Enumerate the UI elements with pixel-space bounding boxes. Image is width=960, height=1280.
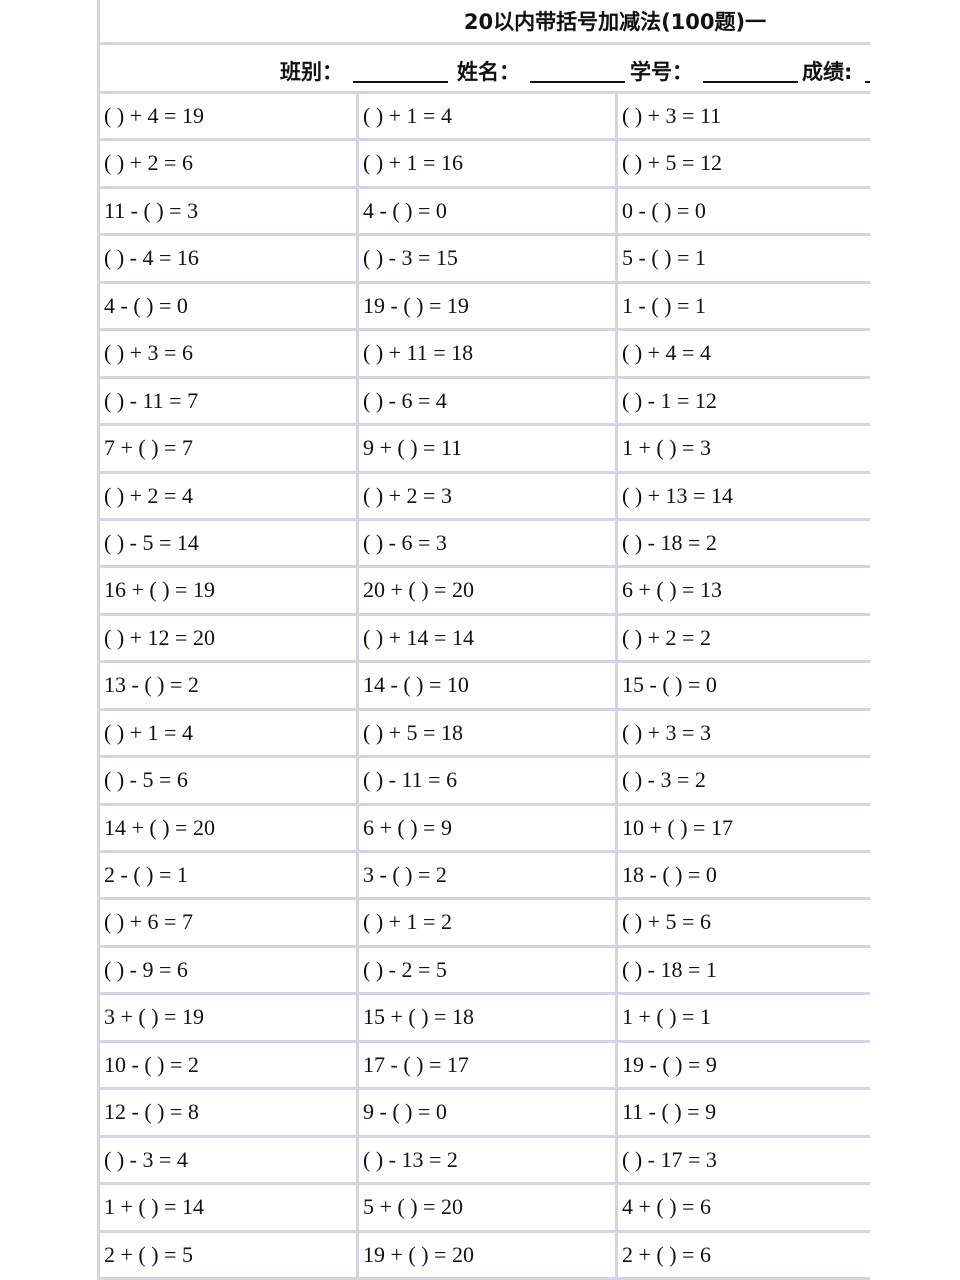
problem-cell: ( ) - 3 = 15 xyxy=(359,236,618,284)
problem-cell: 10 + ( ) = 17 xyxy=(618,806,870,854)
problem-cell: 20 + ( ) = 20 xyxy=(359,568,618,616)
problem-cell: 2 + ( ) = 6 xyxy=(618,1233,870,1280)
problem-cell: 15 + ( ) = 18 xyxy=(359,995,618,1043)
problem-cell: 19 - ( ) = 9 xyxy=(618,1043,870,1091)
answer-blank xyxy=(530,81,625,83)
problem-cell: ( ) - 11 = 6 xyxy=(359,758,618,806)
problem-cell: 7 + ( ) = 7 xyxy=(100,426,359,474)
problem-cell: ( ) + 4 = 19 xyxy=(100,94,359,142)
problem-cell: ( ) + 5 = 18 xyxy=(359,710,618,759)
problem-cell: 4 + ( ) = 6 xyxy=(618,1185,870,1233)
problem-cell: ( ) + 3 = 6 xyxy=(100,331,359,379)
field-label: 姓名： xyxy=(457,60,520,84)
problem-cell: 0 - ( ) = 0 xyxy=(618,189,870,237)
problem-cell: 1 + ( ) = 1 xyxy=(618,995,870,1043)
problem-cell: 2 - ( ) = 1 xyxy=(100,853,359,901)
problem-cell: ( ) + 2 = 4 xyxy=(100,473,359,521)
problem-cell: ( ) - 13 = 2 xyxy=(359,1137,618,1186)
problem-cell: 6 + ( ) = 13 xyxy=(618,568,870,616)
student-info-row: 班别： 姓名： 学号： 成绩: xyxy=(100,48,870,94)
problem-cell: ( ) + 11 = 18 xyxy=(359,331,618,379)
field-label: 班别： xyxy=(280,60,343,84)
problem-cell: 14 + ( ) = 20 xyxy=(100,805,359,854)
problem-cell: ( ) - 9 = 6 xyxy=(100,947,359,996)
problem-cell: ( ) - 4 = 16 xyxy=(100,236,359,284)
problem-cell: 6 + ( ) = 9 xyxy=(359,805,618,854)
problem-cell: 3 - ( ) = 2 xyxy=(359,853,618,901)
problem-cell: ( ) + 14 = 14 xyxy=(359,615,618,664)
problem-cell: ( ) - 5 = 14 xyxy=(100,520,359,569)
problem-cell: ( ) + 3 = 11 xyxy=(618,94,870,142)
problem-cell: 13 - ( ) = 2 xyxy=(100,663,359,711)
problem-cell: ( ) - 3 = 2 xyxy=(618,758,870,806)
problem-cell: 3 + ( ) = 19 xyxy=(100,995,359,1043)
problem-cell: 1 + ( ) = 14 xyxy=(100,1185,359,1233)
problem-cell: ( ) - 6 = 3 xyxy=(359,520,618,569)
problem-cell: ( ) - 18 = 1 xyxy=(618,948,870,996)
problem-cell: ( ) - 1 = 12 xyxy=(618,379,870,427)
problem-cell: ( ) - 6 = 4 xyxy=(359,378,618,427)
problem-cell: 12 - ( ) = 8 xyxy=(100,1090,359,1138)
problem-cell: ( ) - 18 = 2 xyxy=(618,521,870,569)
problem-cell: ( ) + 5 = 6 xyxy=(618,900,870,948)
problem-cell: 19 - ( ) = 19 xyxy=(359,283,618,332)
problem-cell: ( ) + 3 = 3 xyxy=(618,711,870,759)
problem-cell: 1 + ( ) = 3 xyxy=(618,426,870,474)
problem-cell: ( ) - 5 = 6 xyxy=(100,758,359,806)
problem-cell: ( ) + 4 = 4 xyxy=(618,331,870,379)
problem-cell: ( ) - 3 = 4 xyxy=(100,1137,359,1186)
problem-cell: ( ) + 13 = 14 xyxy=(618,474,870,521)
problem-cell: 4 - ( ) = 0 xyxy=(359,188,618,237)
problem-cell: ( ) + 1 = 2 xyxy=(359,900,618,948)
problem-cell: 4 - ( ) = 0 xyxy=(100,283,359,332)
problem-cell: ( ) + 1 = 16 xyxy=(359,141,618,189)
problem-cell: ( ) + 2 = 2 xyxy=(618,616,870,664)
problem-cell: ( ) + 1 = 4 xyxy=(359,94,618,142)
problem-cell: ( ) + 1 = 4 xyxy=(100,710,359,759)
problem-cell: ( ) + 6 = 7 xyxy=(100,900,359,948)
problem-cell: ( ) + 2 = 3 xyxy=(359,473,618,521)
problem-cell: 5 + ( ) = 20 xyxy=(359,1185,618,1233)
problem-cell: 9 - ( ) = 0 xyxy=(359,1090,618,1138)
problem-cell: 16 + ( ) = 19 xyxy=(100,568,359,616)
problem-cell: ( ) + 5 = 12 xyxy=(618,141,870,189)
answer-blank xyxy=(353,81,448,83)
field-label: 成绩: xyxy=(802,60,853,84)
problem-cell: ( ) + 12 = 20 xyxy=(100,615,359,664)
answer-blank xyxy=(865,81,870,83)
problem-cell: 5 - ( ) = 1 xyxy=(618,236,870,284)
problem-cell: ( ) + 2 = 6 xyxy=(100,141,359,189)
problem-cell: 1 - ( ) = 1 xyxy=(618,284,870,332)
problem-cell: ( ) - 17 = 3 xyxy=(618,1138,870,1186)
problem-cell: 9 + ( ) = 11 xyxy=(359,426,618,474)
worksheet-title: 20以内带括号加减法(100题)一 xyxy=(100,0,870,45)
problem-cell: 17 - ( ) = 17 xyxy=(359,1042,618,1091)
answer-blank xyxy=(703,81,798,83)
worksheet: 20以内带括号加减法(100题)一 班别： 姓名： 学号： 成绩: ( ) + 4 =… xyxy=(97,0,870,1280)
problem-cell: 15 - ( ) = 0 xyxy=(618,663,870,711)
problem-cell: 19 + ( ) = 20 xyxy=(359,1232,618,1280)
problem-cell: 18 - ( ) = 0 xyxy=(618,853,870,901)
problem-cell: ( ) - 11 = 7 xyxy=(100,378,359,427)
problem-cell: 2 + ( ) = 5 xyxy=(100,1232,359,1280)
problem-cell: 10 - ( ) = 2 xyxy=(100,1042,359,1091)
problem-cell: 11 - ( ) = 3 xyxy=(100,188,359,237)
problem-cell: 14 - ( ) = 10 xyxy=(359,663,618,711)
problem-cell: 11 - ( ) = 9 xyxy=(618,1090,870,1138)
problem-cell: ( ) - 2 = 5 xyxy=(359,947,618,996)
field-label: 学号： xyxy=(630,60,693,84)
